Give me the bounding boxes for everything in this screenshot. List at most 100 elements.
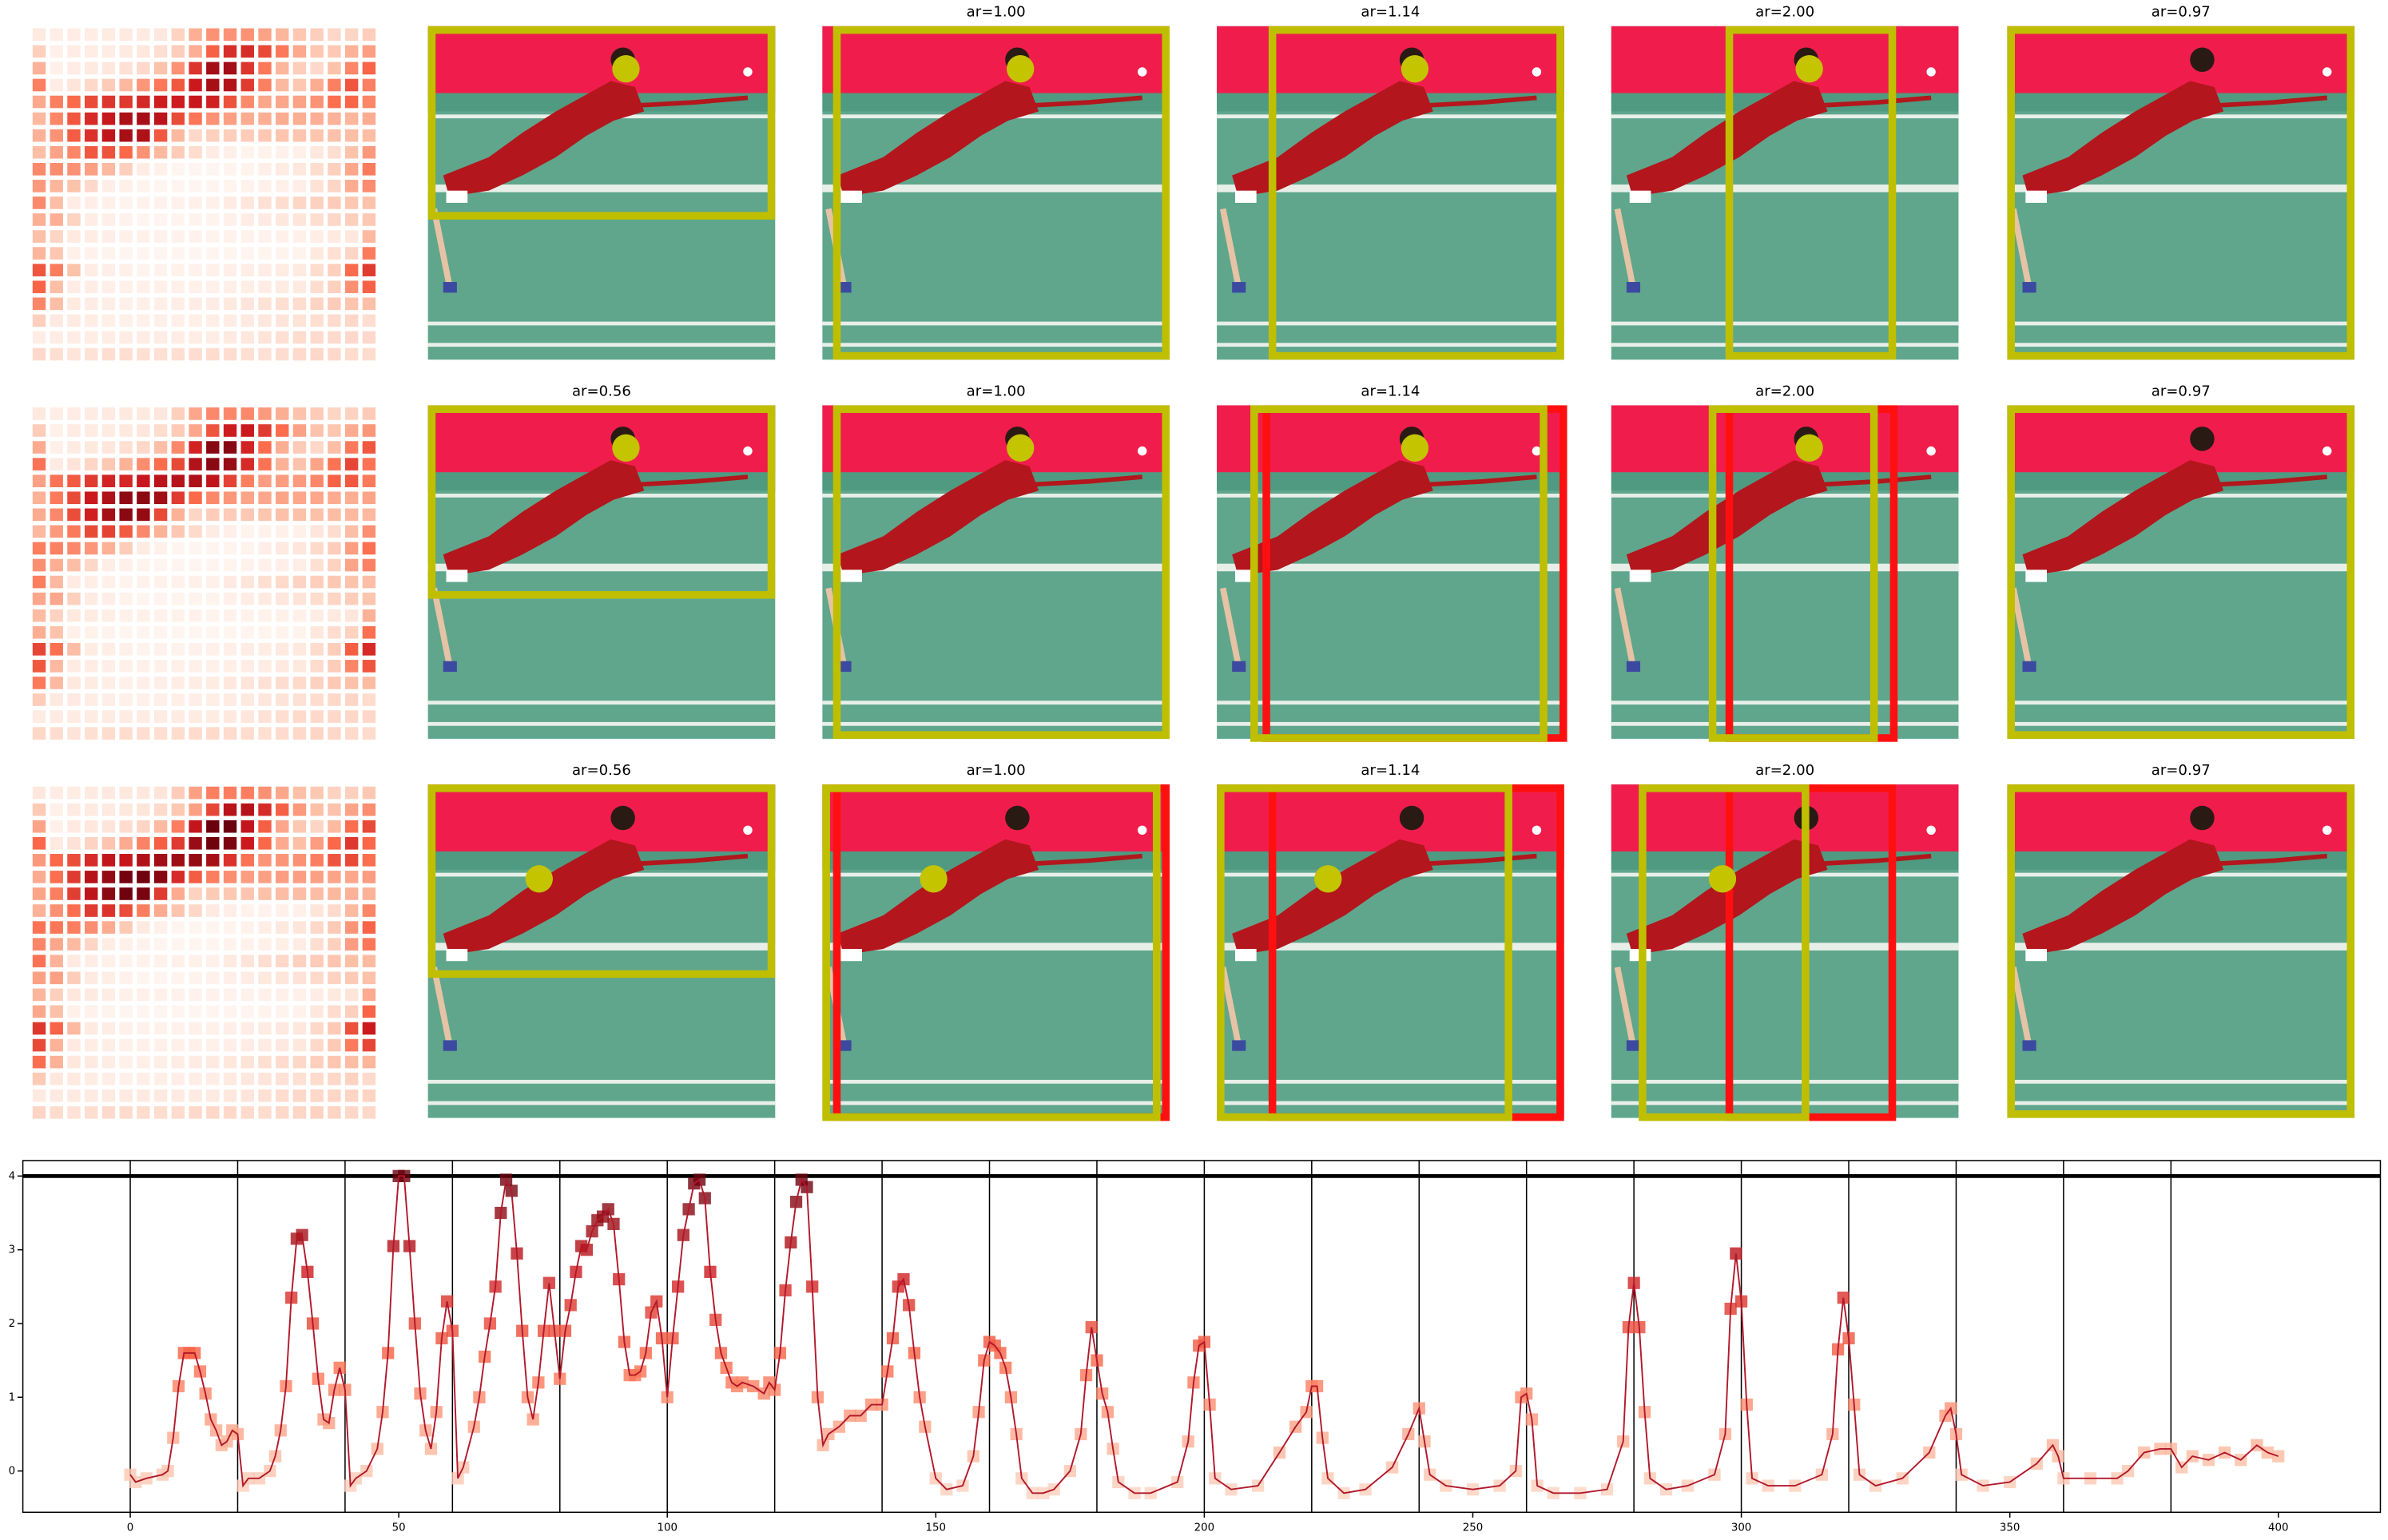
heatmap-cell	[240, 542, 254, 555]
heatmap-cell	[153, 95, 168, 109]
heatmap-cell	[223, 508, 237, 522]
heatmap-cell	[153, 407, 168, 420]
heatmap-cell	[189, 803, 202, 816]
heatmap-cell	[50, 62, 63, 75]
heatmap-cell	[137, 112, 150, 125]
heatmap-cell	[258, 78, 272, 92]
heatmap-cell	[67, 921, 81, 934]
panel-title: ar=0.56	[572, 762, 631, 779]
y-tick-label: 3	[9, 1244, 15, 1256]
heatmap-cell	[189, 693, 202, 706]
heatmap-cell	[206, 803, 220, 816]
heatmap-cell	[189, 280, 202, 294]
heatmap-cell	[344, 592, 359, 605]
leg	[1614, 966, 1636, 1044]
heatmap-cell	[328, 575, 341, 589]
heatmap-cell	[258, 441, 272, 454]
heatmap-cell	[276, 1022, 289, 1035]
heatmap-cell	[171, 592, 185, 605]
heatmap-cell	[310, 643, 324, 656]
heatmap-cell	[171, 407, 185, 420]
heatmap-cell	[67, 677, 81, 689]
heatmap-cell	[362, 643, 376, 656]
heatmap-cell	[258, 347, 272, 361]
heatmap-cell	[137, 162, 150, 176]
heatmap-cell	[276, 95, 289, 109]
yellow-dot	[1401, 55, 1429, 83]
heatmap-cell	[32, 1022, 46, 1035]
heatmap-cell	[362, 592, 376, 605]
heatmap-cell	[67, 625, 81, 639]
shoe	[2025, 570, 2047, 582]
heatmap-cell	[362, 820, 376, 833]
heatmap-cell	[67, 1005, 81, 1018]
heatmap-cell	[153, 710, 168, 723]
heatmap-cell	[328, 854, 341, 867]
leg	[431, 966, 453, 1044]
heatmap-cell	[276, 1055, 289, 1069]
heatmap-cell	[223, 625, 237, 639]
heatmap-cell	[344, 280, 359, 294]
player-arm	[1427, 95, 1537, 108]
player	[837, 460, 1039, 576]
heatmap-cell	[258, 474, 272, 488]
heatmap-cell	[50, 921, 63, 934]
heatmap-cell	[32, 474, 46, 488]
heatmap-cell	[310, 347, 324, 361]
heatmap-cell	[67, 491, 81, 505]
heatmap-cell	[50, 1089, 63, 1102]
player	[1232, 839, 1433, 955]
x-tick-label: 150	[926, 1522, 946, 1534]
heatmap-cell	[189, 1022, 202, 1035]
heatmap-cell	[240, 162, 254, 176]
heatmap-cell	[223, 558, 237, 572]
heatmap-cell	[206, 592, 220, 605]
heatmap-cell	[119, 331, 133, 344]
heatmap-cell	[84, 508, 98, 522]
heatmap-cell	[101, 145, 116, 159]
heatmap-cell	[137, 904, 150, 917]
heatmap-cell	[189, 727, 202, 740]
banner	[2007, 26, 2355, 93]
heatmap-cell	[362, 458, 376, 470]
heatmap-cell	[206, 786, 220, 800]
heatmap-cell	[50, 474, 63, 488]
player	[2022, 460, 2224, 576]
heatmap-cell	[258, 247, 272, 260]
heatmap-cell	[32, 1072, 46, 1086]
heatmap-cell	[84, 1089, 98, 1102]
heatmap-cell	[292, 693, 307, 706]
heatmap-cell	[292, 112, 307, 125]
heatmap-cell	[344, 441, 359, 454]
heatmap-cell	[67, 693, 81, 706]
heatmap-cell	[258, 314, 272, 327]
heatmap-cell	[240, 904, 254, 917]
x-tick-label: 200	[1194, 1522, 1214, 1534]
heatmap-cell	[189, 592, 202, 605]
player	[2022, 81, 2224, 197]
heatmap-cell	[119, 1105, 133, 1119]
heatmap-cell	[171, 280, 185, 294]
heatmap-cell	[362, 938, 376, 951]
heatmap-cell	[171, 575, 185, 589]
heatmap-cell	[328, 129, 341, 142]
heatmap-cell	[171, 609, 185, 622]
heatmap-cell	[32, 938, 46, 951]
heatmap-cell	[240, 1105, 254, 1119]
heatmap-cell	[189, 247, 202, 260]
heatmap-cell	[50, 458, 63, 470]
heatmap-cell	[362, 1105, 376, 1119]
heatmap-cell	[153, 693, 168, 706]
heatmap-cell	[50, 542, 63, 555]
heatmap-cell	[223, 458, 237, 470]
heatmap-cell	[153, 491, 168, 505]
heatmap-cell	[310, 28, 324, 42]
heatmap-cell	[344, 230, 359, 243]
heatmap-cell	[101, 162, 116, 176]
player-head	[1005, 805, 1030, 831]
heatmap-cell	[32, 508, 46, 522]
heatmap-cell	[189, 145, 202, 159]
heatmap-cell	[119, 280, 133, 294]
heatmap-cell	[84, 921, 98, 934]
heatmap-cell	[32, 921, 46, 934]
